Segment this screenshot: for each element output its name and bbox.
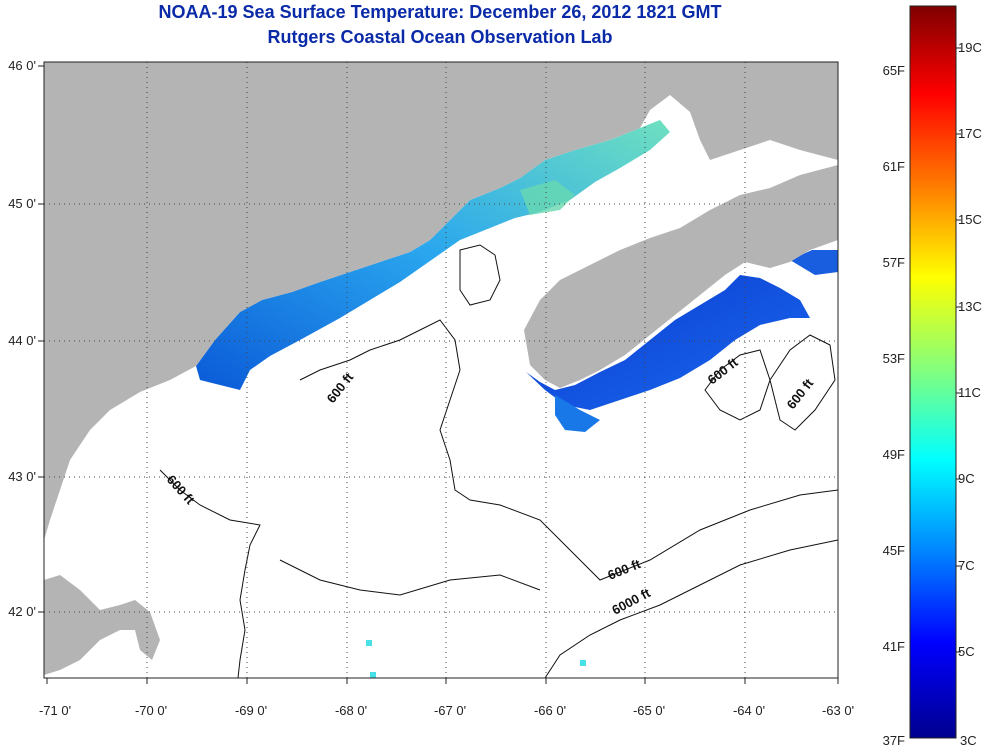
- contour-600ft-gulf: [299, 319, 838, 581]
- land-nova-scotia: [524, 165, 838, 388]
- lon-label: -67 0': [434, 703, 466, 718]
- lon-label: -64 0': [733, 703, 765, 718]
- lon-label: -70 0': [135, 703, 167, 718]
- land-cape-breton: [760, 62, 838, 110]
- fahrenheit-label: 53F: [883, 351, 905, 366]
- contour-jordan-basin: [459, 244, 501, 306]
- land-maine-new-brunswick: [44, 62, 838, 540]
- fahrenheit-label: 41F: [883, 639, 905, 654]
- map-area[interactable]: 600 ft 600 ft 600 ft 600 ft 600 ft 6000 …: [44, 62, 838, 678]
- lat-label: 43 0': [8, 469, 36, 484]
- fahrenheit-label: 61F: [883, 159, 905, 174]
- celsius-label: 17C: [958, 126, 982, 141]
- lon-label: -71 0': [39, 703, 71, 718]
- colorbar-celsius-labels: 19C 17C 15C 13C 11C 9C 7C 5C 3C: [958, 40, 982, 748]
- lon-label: -65 0': [633, 703, 665, 718]
- contour-600ft-west: [159, 469, 261, 678]
- lat-label: 42 0': [8, 604, 36, 619]
- sst-bay-of-fundy-warm-patch: [520, 180, 575, 215]
- celsius-label: 3C: [960, 733, 977, 748]
- contour-east-shoal: [769, 334, 836, 431]
- fahrenheit-label: 45F: [883, 543, 905, 558]
- celsius-label: 9C: [958, 471, 975, 486]
- map-frame: [43, 61, 839, 679]
- lat-label: 45 0': [8, 196, 36, 211]
- lat-label: 46 0': [8, 58, 36, 73]
- fahrenheit-label: 37F: [883, 733, 905, 748]
- lon-label: -68 0': [335, 703, 367, 718]
- fahrenheit-label: 57F: [883, 255, 905, 270]
- colorbar-ticks: [956, 47, 961, 653]
- fahrenheit-label: 49F: [883, 447, 905, 462]
- longitude-labels: -71 0' -70 0' -69 0' -68 0' -67 0' -66 0…: [39, 703, 854, 718]
- lon-label: -69 0': [235, 703, 267, 718]
- celsius-label: 19C: [958, 40, 982, 55]
- lon-label: -66 0': [534, 703, 566, 718]
- temperature-colorbar: 65F 61F 57F 53F 49F 45F 41F 37F 19C 17C …: [883, 5, 982, 748]
- lon-label: -63 0': [822, 703, 854, 718]
- map-title: NOAA-19 Sea Surface Temperature: Decembe…: [158, 2, 722, 22]
- sst-nova-scotia-south-tail: [555, 395, 600, 432]
- land-massachusetts: [44, 575, 160, 675]
- celsius-label: 5C: [958, 644, 975, 659]
- map-subtitle: Rutgers Coastal Ocean Observation Lab: [267, 27, 613, 47]
- colorbar-fahrenheit-labels: 65F 61F 57F 53F 49F 45F 41F 37F: [883, 63, 905, 748]
- contour-6000ft: [544, 539, 838, 678]
- latitude-labels: 46 0' 45 0' 44 0' 43 0' 42 0': [8, 58, 36, 619]
- sst-east-patch: [790, 250, 838, 275]
- lat-label: 44 0': [8, 333, 36, 348]
- celsius-label: 11C: [958, 385, 981, 400]
- fahrenheit-label: 65F: [883, 63, 905, 78]
- depth-contours: [159, 244, 838, 678]
- celsius-label: 13C: [958, 299, 982, 314]
- axis-ticks: [38, 65, 839, 684]
- colorbar-gradient: [909, 5, 957, 739]
- sst-nova-scotia-shelf-band: [526, 275, 810, 410]
- celsius-label: 15C: [958, 212, 982, 227]
- celsius-label: 7C: [958, 558, 975, 573]
- contour-georges-bank: [279, 559, 541, 596]
